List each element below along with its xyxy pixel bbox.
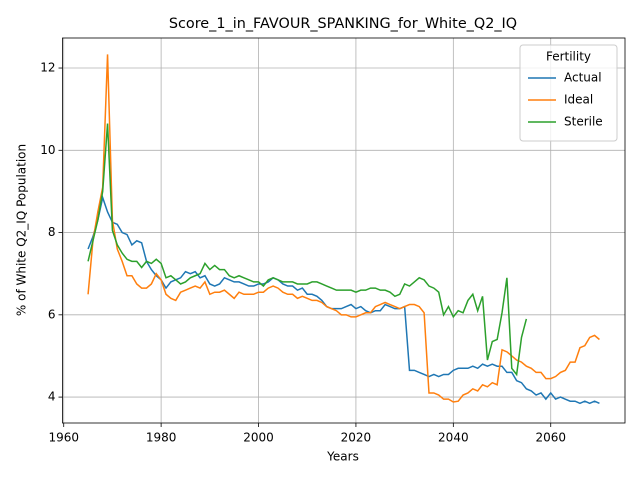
x-tick-label: 2040 [438, 431, 469, 445]
x-tick-label: 1960 [48, 431, 79, 445]
legend-title: Fertility [546, 50, 591, 64]
x-tick-label: 1980 [146, 431, 177, 445]
x-tick-label: 2000 [243, 431, 274, 445]
legend-box [519, 44, 618, 142]
y-tick-label: 4 [48, 390, 56, 404]
legend-label: Actual [564, 71, 602, 85]
y-tick-label: 8 [48, 225, 56, 239]
y-axis-label: % of White Q2_IQ Population [15, 144, 29, 316]
y-tick-label: 6 [48, 307, 56, 321]
x-axis-label: Years [326, 450, 359, 464]
x-tick-label: 2060 [535, 431, 566, 445]
y-tick-label: 12 [40, 61, 55, 75]
y-tick-label: 10 [40, 143, 55, 157]
series-line [87, 123, 528, 377]
legend-label: Sterile [564, 115, 603, 129]
plot-frame [62, 37, 626, 424]
chart-title: Score_1_in_FAVOUR_SPANKING_for_White_Q2_… [169, 16, 517, 32]
series-line [87, 54, 600, 403]
series-line [87, 194, 600, 405]
x-tick-label: 2020 [341, 431, 372, 445]
legend-label: Ideal [564, 93, 593, 107]
